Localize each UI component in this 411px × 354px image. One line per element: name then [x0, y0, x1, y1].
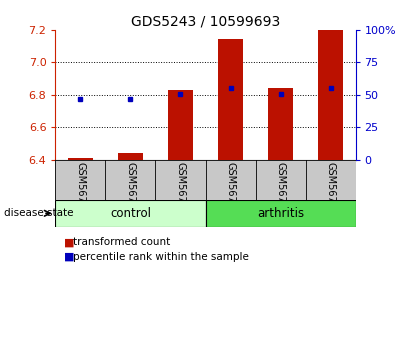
Bar: [55, 200, 206, 227]
Bar: [118, 153, 143, 160]
Text: disease state: disease state: [4, 208, 74, 218]
Text: GSM567076: GSM567076: [175, 161, 185, 221]
Text: ■: ■: [64, 252, 74, 262]
Text: arthritis: arthritis: [257, 207, 304, 220]
Text: percentile rank within the sample: percentile rank within the sample: [73, 252, 249, 262]
Bar: [206, 200, 356, 227]
Text: ■: ■: [64, 238, 74, 247]
Text: control: control: [110, 207, 151, 220]
Bar: [268, 88, 293, 160]
Text: GSM567082: GSM567082: [326, 161, 335, 221]
Text: GSM567075: GSM567075: [125, 161, 136, 221]
Text: GSM567080: GSM567080: [226, 161, 236, 221]
Title: GDS5243 / 10599693: GDS5243 / 10599693: [131, 15, 280, 29]
Text: GSM567074: GSM567074: [76, 161, 85, 221]
Bar: [318, 30, 343, 160]
Text: transformed count: transformed count: [73, 238, 171, 247]
Bar: [68, 158, 93, 160]
Bar: [218, 39, 243, 160]
Bar: [168, 90, 193, 160]
Text: GSM567081: GSM567081: [275, 161, 286, 221]
